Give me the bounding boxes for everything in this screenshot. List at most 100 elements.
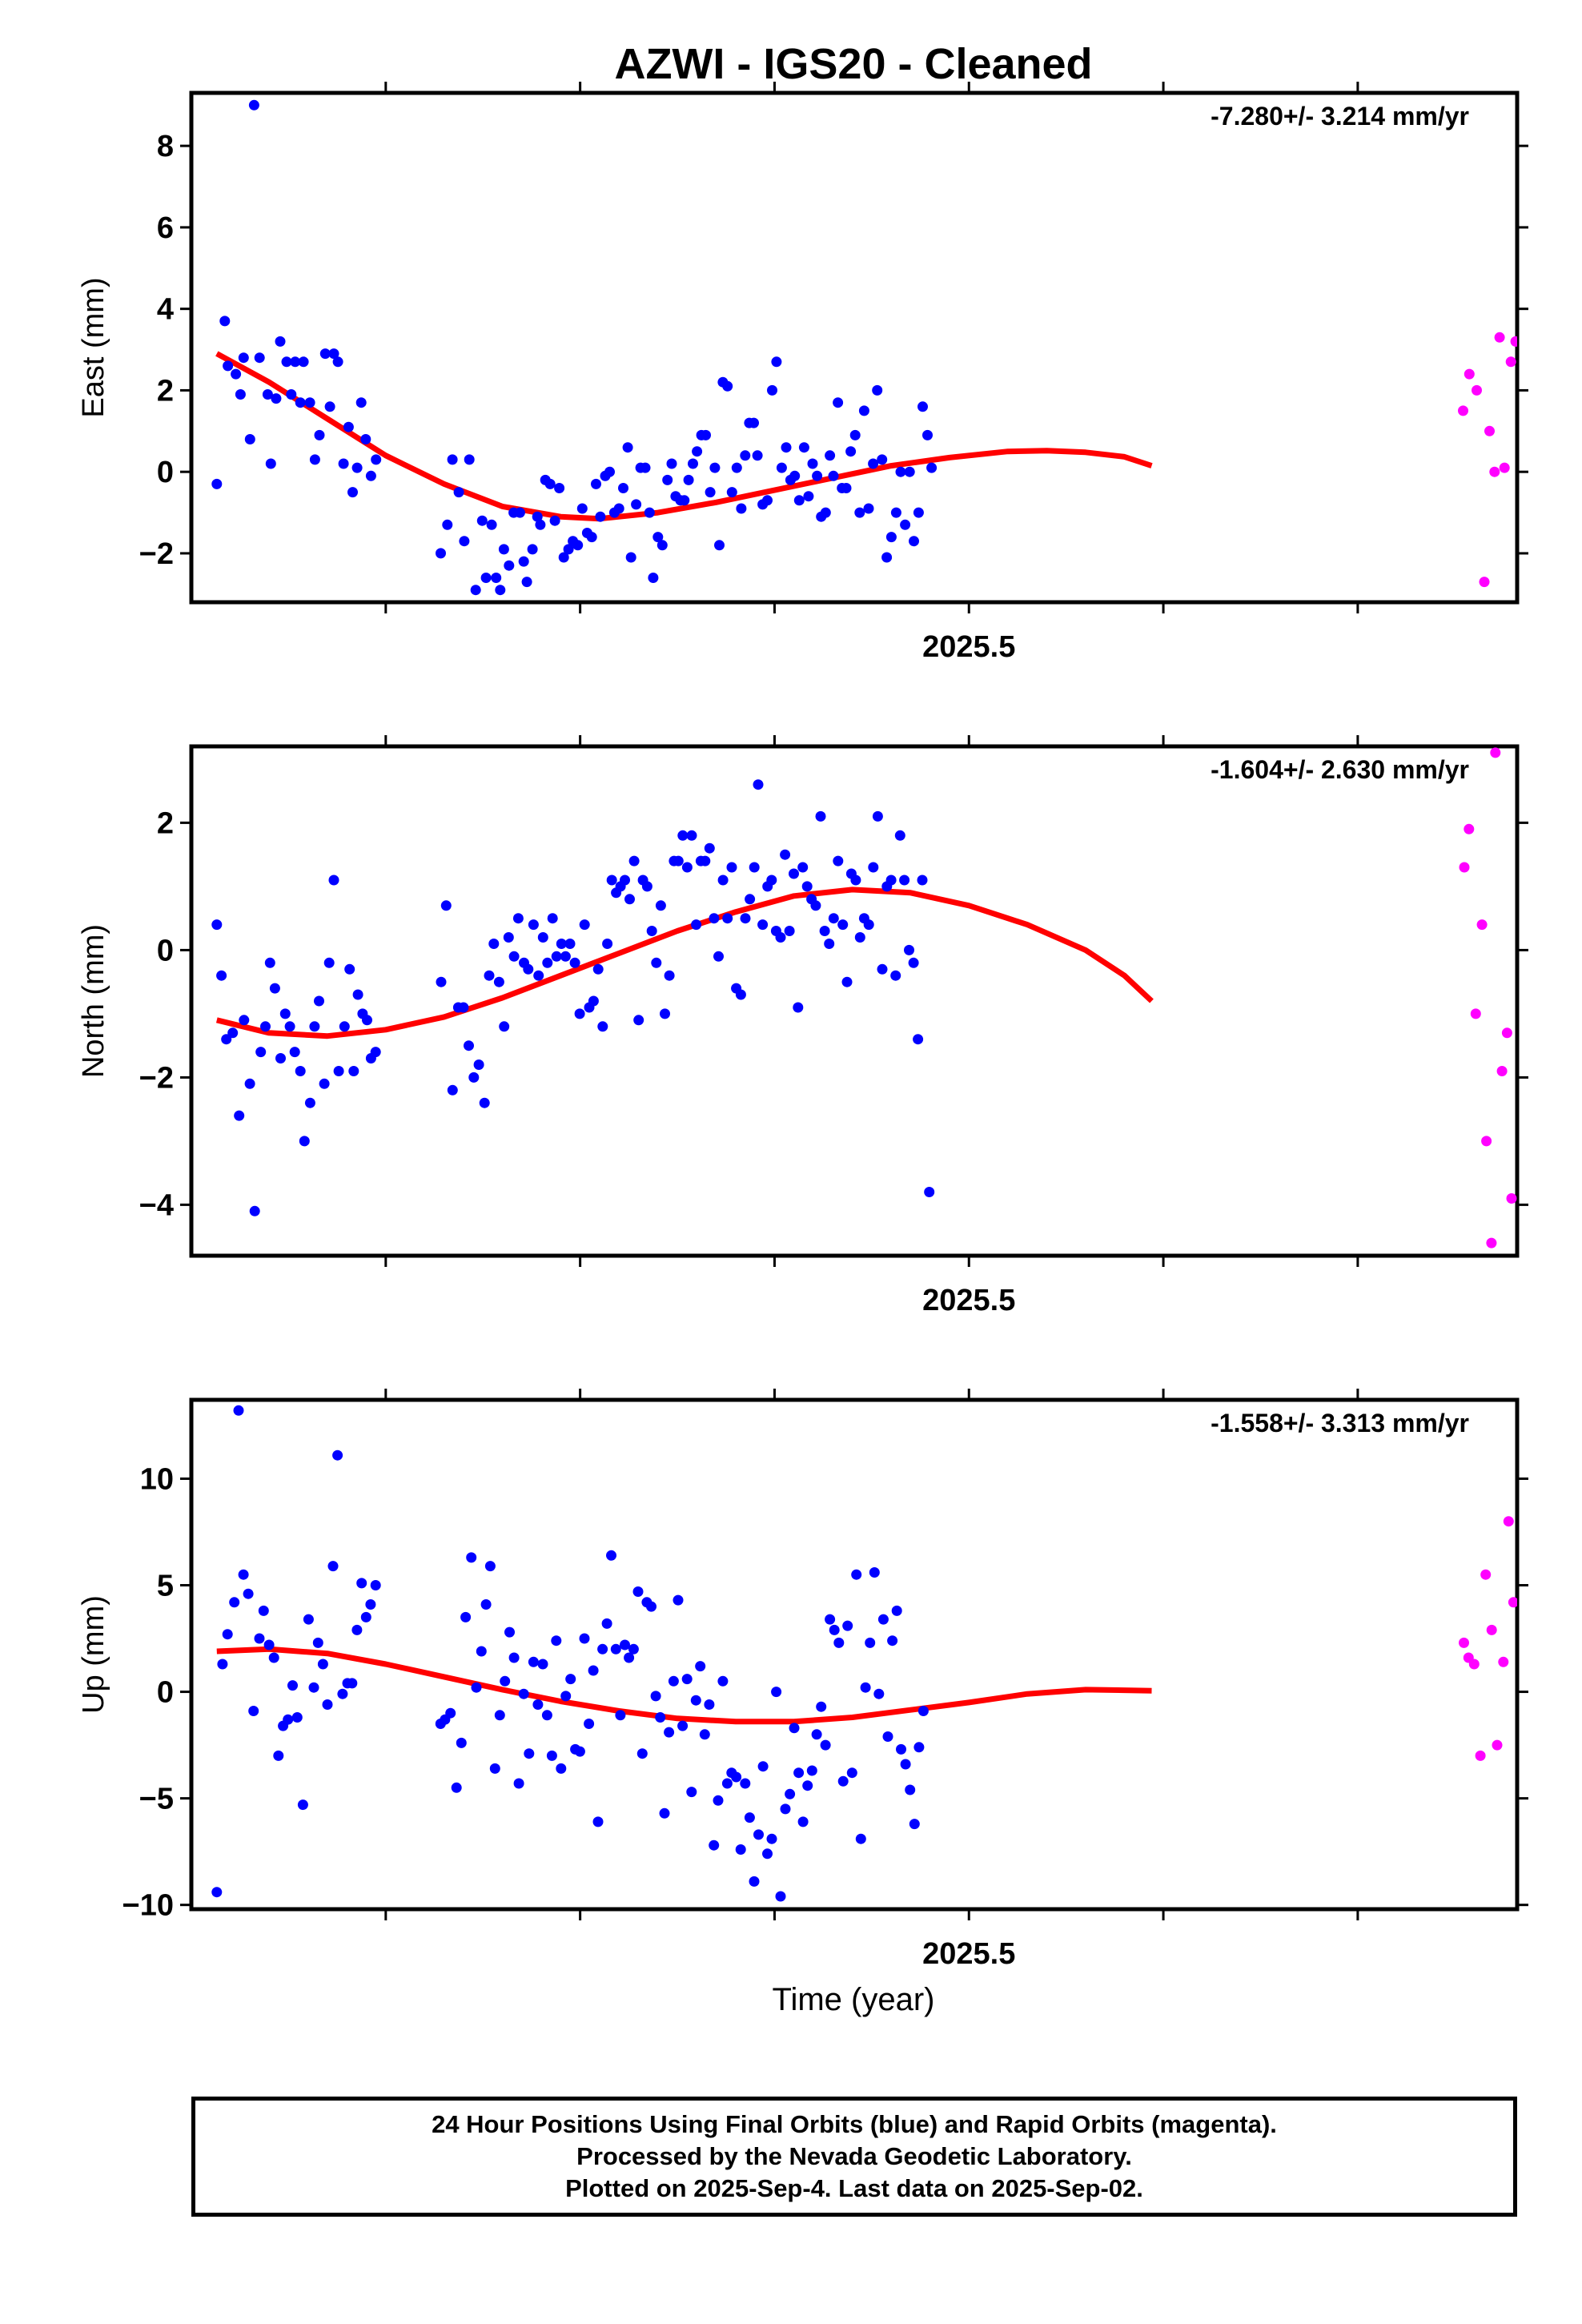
north-rate-annotation: -1.604+/- 2.630 mm/yr [1211,755,1469,784]
up-final-orbits-point [771,1687,782,1698]
north-final-orbits-point [775,932,786,943]
north-final-orbits-point [749,862,760,873]
north-rapid-orbits-point [1481,1136,1492,1147]
north-final-orbits-point [709,913,720,924]
up-rapid-orbits-point [1475,1750,1486,1761]
north-final-orbits-point [655,900,666,911]
east-final-orbits-point [604,466,615,477]
north-final-orbits-point [309,1021,320,1032]
north-y-axis-label: North (mm) [77,924,110,1078]
north-final-orbits-point [556,939,567,949]
east-ytick-label: 8 [157,130,174,163]
east-final-orbits-point [576,503,588,514]
up-final-orbits-point [825,1614,836,1625]
north-final-orbits-point [824,939,835,949]
east-final-orbits-point [812,470,823,481]
east-final-orbits-point [709,462,721,473]
north-final-orbits-point [597,1021,608,1032]
up-final-orbits-point [222,1629,233,1640]
north-final-orbits-point [681,862,693,873]
up-final-orbits-point [673,1594,684,1606]
east-final-orbits-point [442,519,453,530]
north-final-orbits-point [260,1021,271,1032]
up-final-orbits-point [650,1691,661,1702]
east-final-orbits-point [262,389,273,400]
north-plot-frame [189,744,1520,1258]
up-plot-frame [189,1397,1520,1912]
east-final-orbits-point [762,495,773,506]
north-panel: 2 0 −2 −4 2025.5 North (mm) -1.604+/- 2.630 mm… [77,735,1528,1317]
up-ytick-label: 0 [157,1676,174,1710]
north-final-orbits-point [488,939,500,949]
up-final-orbits-point [327,1561,339,1572]
east-final-orbits-point [549,515,560,526]
east-rapid-orbits-point [1472,384,1482,396]
north-fit-curve [215,887,1154,1039]
east-final-orbits-point [926,462,938,473]
east-ytick-label: 2 [157,374,174,408]
up-final-orbits-point [297,1799,308,1811]
east-final-orbits-point [595,511,606,522]
up-final-orbits-point [896,1743,906,1755]
north-final-orbits-point [868,862,879,873]
north-final-orbits-point [560,951,571,962]
east-rapid-orbits-point [1494,332,1505,343]
up-final-orbits-point [601,1618,612,1629]
up-final-orbits-point [217,1659,228,1670]
east-final-orbits-point [498,544,509,555]
up-final-orbits-point [508,1652,520,1663]
north-final-orbits-point [753,779,764,790]
east-final-orbits-point [833,397,844,408]
north-final-orbits-point [239,1015,250,1026]
up-final-orbits-point [365,1599,376,1610]
up-final-orbits-point [842,1620,853,1631]
up-final-orbits-point [632,1586,644,1597]
east-final-orbits-point [900,519,911,530]
east-final-orbits-point [789,470,801,481]
north-final-orbits-point [801,881,813,892]
up-final-orbits-point [900,1759,911,1770]
up-final-orbits-point [489,1763,500,1774]
up-final-orbits-point [695,1661,706,1672]
north-final-orbits-point [819,926,830,936]
up-final-orbits-point [837,1775,849,1787]
up-final-orbits-point [735,1844,746,1855]
north-final-orbits-point [473,1059,484,1070]
east-final-orbits-point [295,397,306,408]
up-final-orbits-point [877,1614,889,1625]
east-final-orbits-point [495,585,506,596]
up-final-orbits-point [664,1727,675,1738]
east-final-orbits-point [858,405,869,416]
east-final-orbits-point [731,462,742,473]
east-final-orbits-point [644,507,655,518]
north-final-orbits-point [899,875,910,886]
east-final-orbits-point [652,532,664,543]
north-final-orbits-point [704,842,715,854]
north-final-orbits-point [691,919,702,931]
north-final-orbits-point [677,830,689,841]
north-rapid-orbits-point [1464,823,1475,834]
east-final-orbits-point [328,348,339,360]
north-final-orbits-point [780,849,791,860]
up-rapid-orbits-point [1480,1569,1492,1580]
north-final-orbits-point [797,862,809,873]
up-final-orbits-point [891,1605,902,1616]
up-final-orbits-point [762,1848,773,1860]
east-final-orbits-point [521,577,532,588]
north-final-orbits-point [924,1187,935,1197]
up-final-orbits-point [484,1561,496,1572]
east-final-orbits-point [459,536,470,547]
north-final-orbits-point [508,951,520,962]
up-final-orbits-point [584,1719,595,1729]
north-data-layer [211,747,1517,1248]
up-ytick-label: 5 [157,1570,174,1603]
east-final-orbits-point [679,495,690,506]
north-final-orbits-point [606,875,617,886]
up-rapid-orbits-point [1468,1659,1480,1670]
east-final-orbits-point [825,450,836,461]
up-final-orbits-point [721,1778,733,1789]
east-final-orbits-point [631,499,642,510]
up-final-orbits-point [699,1729,710,1740]
east-final-orbits-point [271,393,282,404]
up-final-orbits-point [532,1699,544,1710]
